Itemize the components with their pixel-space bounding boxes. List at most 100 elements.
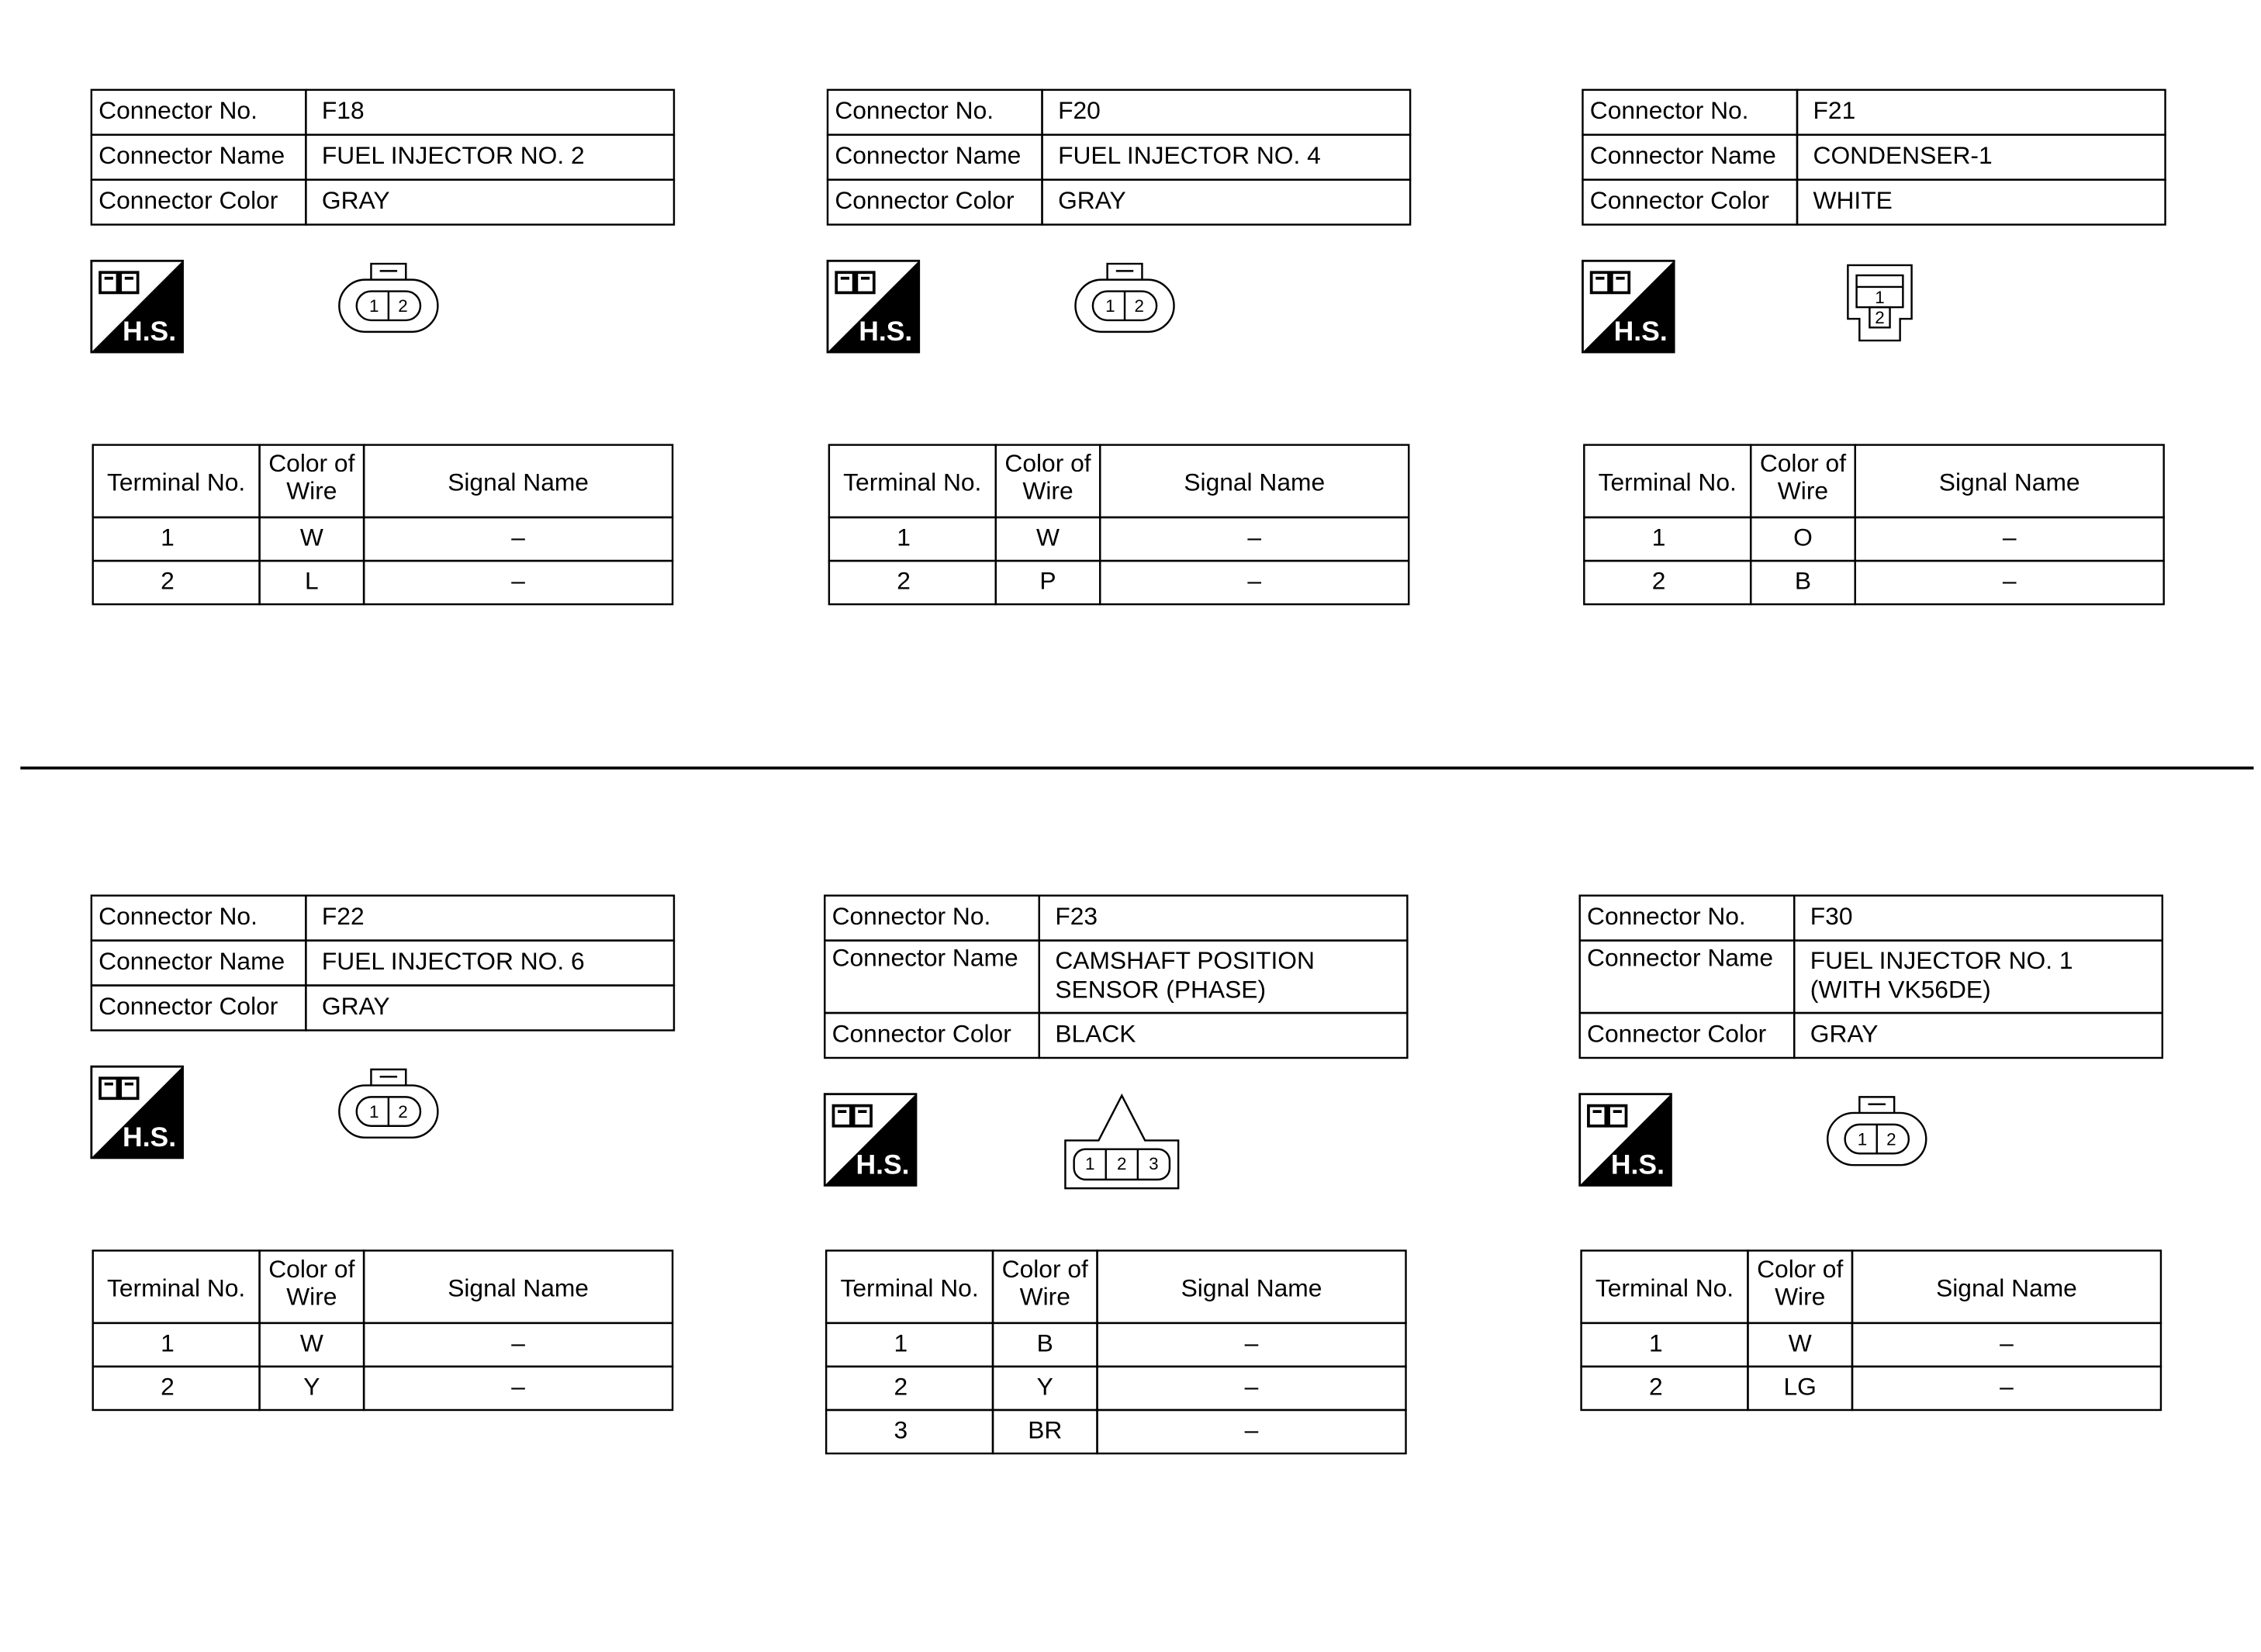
info-value: FUEL INJECTOR NO. 6 [322,947,585,975]
pin-number: 1 [369,296,379,316]
pin-number: 2 [398,1102,407,1121]
hs-label: H.S. [1611,1149,1665,1180]
info-cell [1041,178,1412,226]
terminal-cell [92,1365,261,1412]
terminal-value: W [1036,523,1060,551]
terminal-value: – [1245,1372,1259,1400]
info-label: Connector Color [99,992,278,1020]
info-label: Connector Name [1587,943,1773,971]
terminal-header: Signal Name [1181,1274,1322,1301]
connector-panel: Connector No. F18 Connector Name FUEL INJEC… [90,88,676,606]
info-value: FUEL INJECTOR NO. 4 [1058,141,1321,169]
connector-panel: Connector No. F23 Connector Name CAMSHAFT P… [823,894,1409,1455]
connector-body [338,278,439,334]
pin-number: 1 [1875,288,1884,307]
info-label: Connector Color [1587,1019,1767,1047]
terminal-value: – [2003,523,2017,551]
info-cell [1038,1011,1409,1059]
info-cell [1793,1011,2164,1059]
terminal-header: Terminal No. [840,1274,978,1301]
terminal-value: 1 [161,523,175,551]
info-value: FUEL INJECTOR NO. 1 [1810,946,2073,974]
pin-number: 2 [1117,1154,1126,1173]
pin-number: 3 [1149,1154,1158,1173]
terminal-value: B [1037,1329,1053,1357]
hs-label: H.S. [1614,316,1668,347]
info-value: GRAY [1058,186,1126,214]
terminal-header: Wire [286,477,337,505]
terminal-value: 2 [894,1372,908,1400]
info-label: Connector Name [99,947,285,975]
terminal-header: Terminal No. [1599,468,1737,496]
connector-tab [1858,1096,1896,1113]
info-label: Connector No. [832,902,991,930]
terminal-cell [825,1322,994,1368]
terminal-value: – [1247,523,1261,551]
terminal-value: – [1247,566,1261,594]
info-value: WHITE [1813,186,1893,214]
hs-icon-glyph [831,1104,873,1128]
info-label: Connector No. [1590,96,1749,124]
connector-panel: Connector No. F20 Connector Name FUEL INJEC… [826,88,1412,606]
connector-panel: Connector No. F22 Connector Name FUEL INJEC… [90,894,676,1412]
terminal-cell [828,516,997,562]
info-label: Connector Name [835,141,1021,169]
info-label: Connector No. [99,96,258,124]
hs-icon-fill [828,261,919,353]
terminal-header: Wire [1020,1282,1070,1310]
terminal-value: – [511,1372,525,1400]
terminal-cell [825,1408,994,1455]
pin-number: 2 [1875,308,1884,327]
connector-inner [1073,1148,1171,1181]
terminal-cell [92,1322,261,1368]
info-label: Connector Name [832,943,1018,971]
info-value: GRAY [322,992,390,1020]
info-value: GRAY [322,186,390,214]
info-value: F30 [1810,902,1853,930]
connector-body [1847,264,1913,342]
hs-icon-glyph [835,271,876,295]
info-label: Connector Color [832,1019,1012,1047]
terminal-value: 2 [161,566,175,594]
terminal-cell [92,516,261,562]
terminal-cell [362,1365,674,1412]
terminal-value: 1 [897,523,911,551]
terminal-value: – [2000,1372,2014,1400]
terminal-cell [362,559,674,606]
info-label: Connector Name [99,141,285,169]
terminal-header: Terminal No. [107,468,245,496]
terminal-value: W [300,1329,323,1357]
info-value: CAMSHAFT POSITION [1055,946,1315,974]
terminal-value: 1 [1652,523,1666,551]
terminal-header: Signal Name [1939,468,2080,496]
hs-icon-glyph [1587,1104,1628,1128]
terminal-cell [828,559,997,606]
terminal-value: – [511,566,525,594]
terminal-value: O [1793,523,1813,551]
terminal-header: Signal Name [448,1274,589,1301]
terminal-value: 2 [1652,566,1666,594]
terminal-header: Color of [268,449,354,477]
terminal-header: Color of [268,1255,354,1283]
terminal-value: Y [303,1372,320,1400]
info-label: Connector Color [99,186,278,214]
terminal-header: Signal Name [448,468,589,496]
terminal-header: Color of [1760,449,1846,477]
terminal-value: Y [1037,1372,1053,1400]
connector-body [338,1084,439,1139]
terminal-cell [92,559,261,606]
terminal-value: 1 [161,1329,175,1357]
terminal-cell [825,1365,994,1412]
terminal-cell [1580,1365,1749,1412]
terminal-header: Wire [1775,1282,1825,1310]
connector-body [1826,1111,1927,1166]
terminal-header: Wire [1022,477,1073,505]
info-value: F23 [1055,902,1098,930]
info-label: Connector No. [835,96,994,124]
terminal-header: Signal Name [1184,468,1325,496]
terminal-value: BR [1028,1415,1062,1443]
info-label: Connector Color [835,186,1015,214]
terminal-value: W [1789,1329,1812,1357]
